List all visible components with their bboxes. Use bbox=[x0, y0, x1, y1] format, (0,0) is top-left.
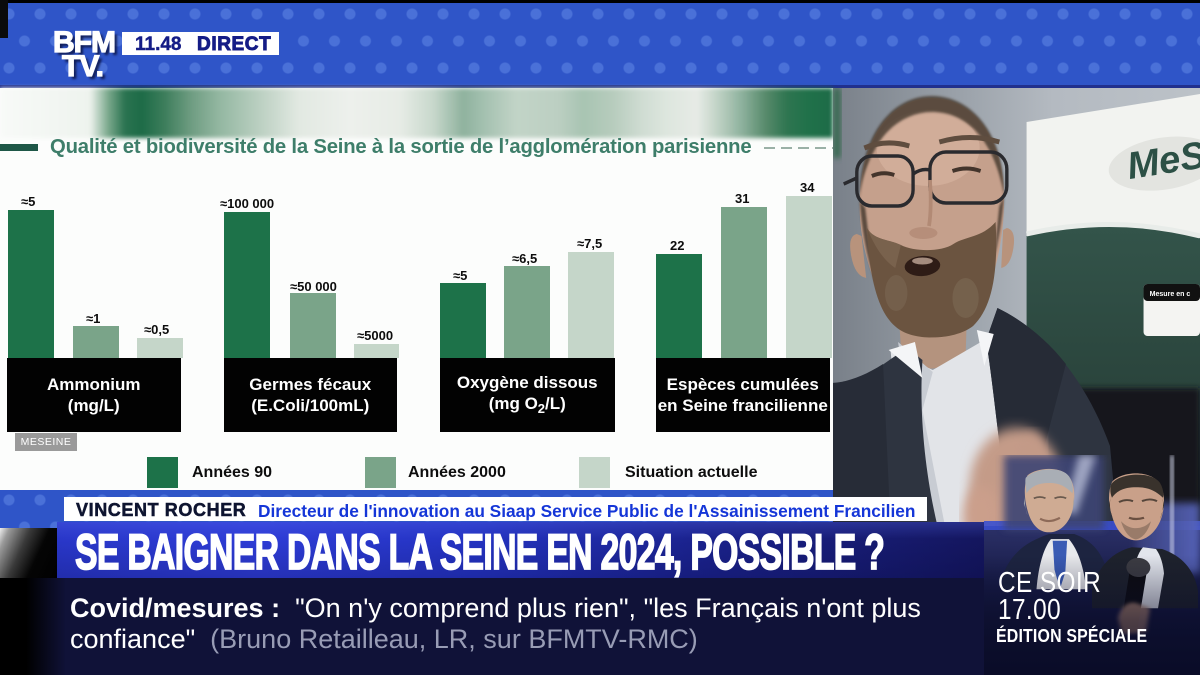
svg-text:Mesure en c: Mesure en c bbox=[1150, 291, 1191, 298]
